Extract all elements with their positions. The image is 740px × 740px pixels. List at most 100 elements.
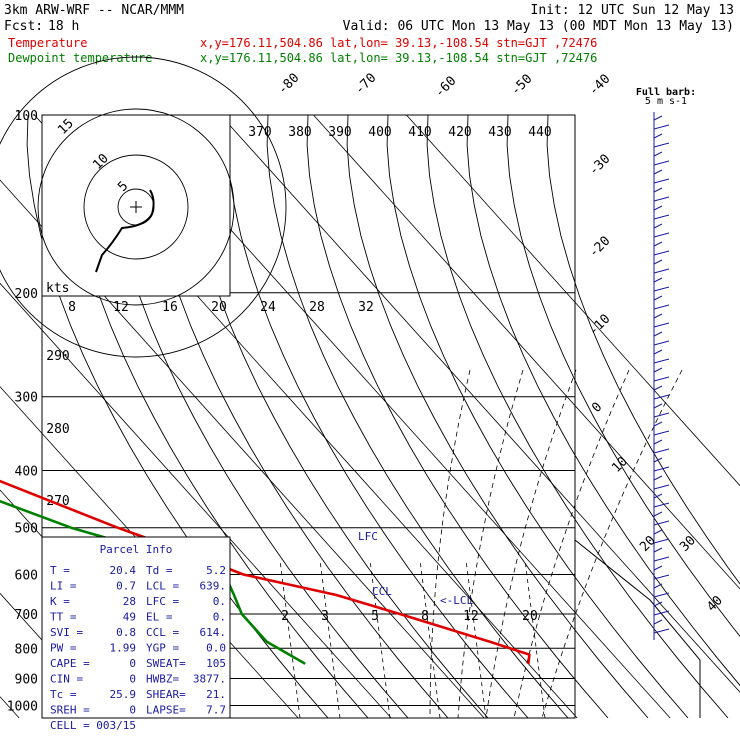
- theta-left-label: 290: [46, 349, 69, 364]
- isotherm: [0, 696, 20, 719]
- parcel-field-name: SHEAR=: [146, 688, 186, 701]
- annotation-label: <-LCL: [440, 594, 473, 607]
- speed-tick-label: 24: [260, 300, 276, 315]
- wind-barb: [653, 295, 663, 301]
- wind-barb: [653, 376, 670, 382]
- wind-barb: [653, 340, 670, 346]
- pressure-tick-label: 700: [15, 608, 38, 623]
- pressure-tick-label: 1000: [7, 699, 38, 714]
- wind-barb: [653, 574, 670, 580]
- dry-adiabat: [466, 114, 740, 687]
- speed-tick-label: 20: [211, 300, 227, 315]
- wind-barb: [653, 178, 670, 184]
- mixing-ratio-label: 5: [371, 609, 379, 624]
- wind-barb: [653, 268, 670, 274]
- dry-adiabat: [386, 114, 689, 719]
- wind-barb: [653, 511, 663, 517]
- wind-barb: [653, 457, 663, 463]
- legend-temperature-info: x,y=176.11,504.86 lat,lon= 39.13,-108.54…: [200, 36, 597, 50]
- mixing-ratio-line: [279, 559, 301, 719]
- wind-barb: [653, 160, 670, 166]
- isotherm: [0, 592, 113, 719]
- dry-adiabat: [346, 114, 649, 719]
- parcel-field-name: CAPE =: [50, 657, 90, 670]
- model-title: 3km ARW-WRF -- NCAR/MMM: [4, 3, 184, 18]
- speed-tick-label: 12: [113, 300, 129, 315]
- isotherm: [220, 114, 740, 693]
- isotherm-label: -60: [432, 74, 459, 101]
- dry-adiabat: [506, 114, 740, 638]
- parcel-info-frame: [41, 536, 231, 719]
- mixing-ratio-label: 3: [321, 609, 329, 624]
- pressure-tick-label: 300: [15, 391, 38, 406]
- parcel-field-name: HWBZ=: [146, 673, 179, 686]
- wind-barb: [653, 241, 663, 247]
- wind-barb: [653, 430, 670, 436]
- moist-adiabat: [429, 369, 471, 719]
- dry-adiabat: [306, 114, 609, 719]
- wind-barb: [653, 565, 663, 571]
- theta-label: 390: [328, 125, 351, 140]
- profile-frame: [574, 405, 701, 718]
- parcel-field-name: LAPSE=: [146, 704, 186, 717]
- wind-barb: [653, 358, 670, 364]
- fcst-label: Fcst:: [4, 19, 43, 34]
- parcel-field-value: 28: [123, 595, 136, 608]
- speed-unit-label: kts: [46, 281, 69, 296]
- wind-barb: [653, 277, 663, 283]
- speed-tick-label: 8: [68, 300, 76, 315]
- parcel-field-name: CELL =: [50, 719, 90, 732]
- isotherm: [406, 114, 740, 487]
- theta-label: 420: [448, 125, 471, 140]
- wind-barb: [653, 628, 670, 634]
- parcel-field-value: 639.: [200, 580, 227, 593]
- speed-tick-label: 32: [358, 300, 374, 315]
- isotherm-label: 30: [677, 533, 699, 555]
- parcel-field-value: 0.: [213, 595, 226, 608]
- parcel-field-name: T =: [50, 564, 70, 577]
- wind-barb: [653, 385, 663, 391]
- wind-barb: [653, 394, 670, 400]
- wind-barb: [653, 133, 663, 139]
- dry-adiabat: [226, 114, 529, 719]
- wind-barb: [653, 304, 670, 310]
- parcel-field-value: 0: [129, 704, 136, 717]
- annotation-label: LFC: [358, 530, 378, 543]
- parcel-field-value: 5.2: [206, 564, 226, 577]
- valid-time: Valid: 06 UTC Mon 13 May 13 (00 MDT Mon …: [343, 19, 734, 34]
- wind-barb: [653, 124, 670, 130]
- wind-barb: [653, 259, 663, 265]
- parcel-field-value: 614.: [200, 626, 227, 639]
- speed-ring: [83, 154, 189, 260]
- wind-barb: [653, 115, 663, 121]
- parcel-field-value: 0: [129, 657, 136, 670]
- wind-barb: [653, 214, 670, 220]
- isotherm-label: -80: [275, 71, 302, 98]
- isotherm-label: -70: [352, 71, 379, 98]
- speed-tick-label: 16: [162, 300, 178, 315]
- pressure-tick-label: 600: [15, 568, 38, 583]
- speed-ring: [37, 108, 235, 306]
- wind-barb: [653, 205, 663, 211]
- parcel-field-value: 25.9: [110, 688, 137, 701]
- parcel-field-name: Td =: [146, 564, 173, 577]
- fcst-hours: 18 h: [48, 19, 79, 34]
- pressure-tick-label: 100: [15, 109, 38, 124]
- wind-barb: [653, 547, 663, 553]
- isotherm: [313, 114, 740, 590]
- parcel-field-value: 0.0: [206, 642, 226, 655]
- wind-barb: [653, 313, 663, 319]
- pressure-tick-label: 800: [15, 642, 38, 657]
- mixing-ratio-label: 20: [522, 609, 538, 624]
- wind-barb: [653, 520, 670, 526]
- wind-barb: [653, 331, 663, 337]
- legend-dewpoint: Dewpoint temperature: [8, 51, 153, 65]
- wind-barb: [653, 367, 663, 373]
- mixing-ratio-label: 8: [421, 609, 429, 624]
- parcel-field-value: 21.: [206, 688, 226, 701]
- parcel-field-value: 003/15: [96, 719, 136, 732]
- parcel-field-value: 0.7: [116, 580, 136, 593]
- mixing-ratio-label: 12: [463, 609, 479, 624]
- isotherm: [0, 282, 392, 719]
